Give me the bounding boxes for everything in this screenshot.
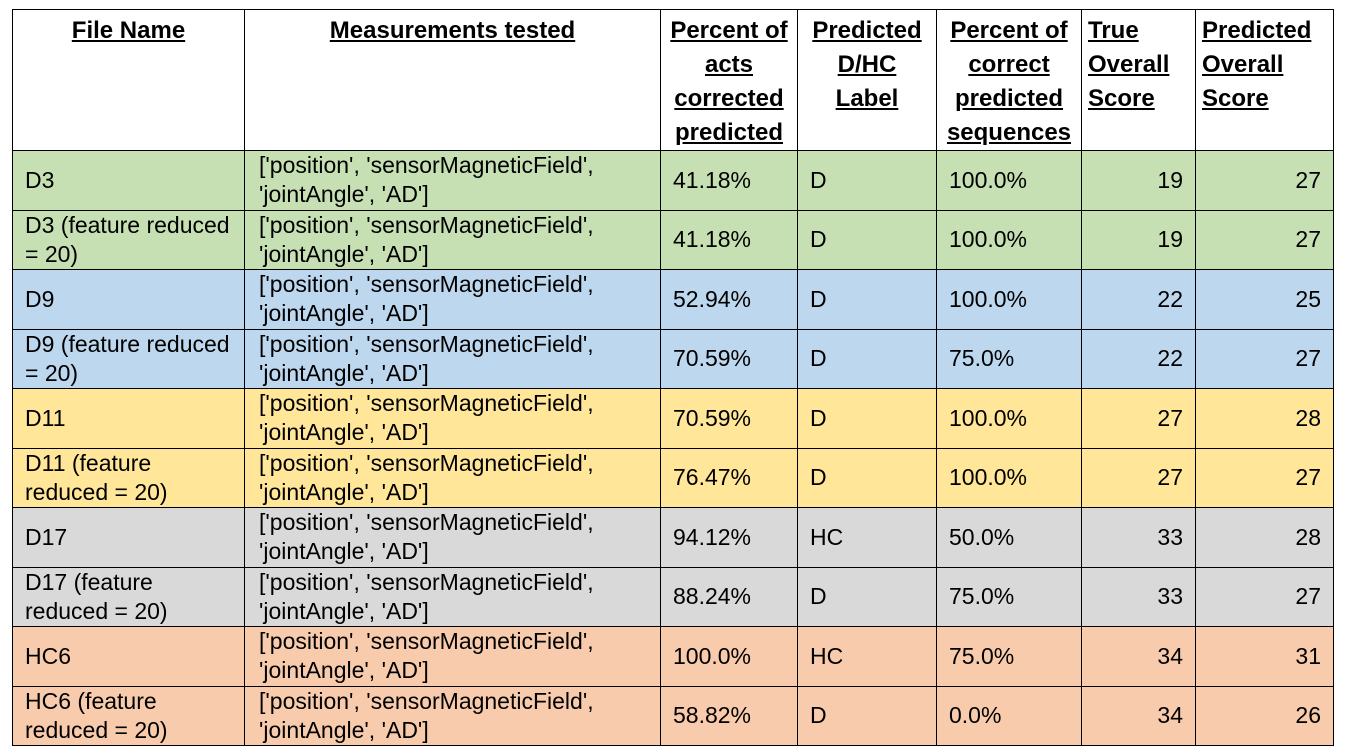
cell-file-name: D17 xyxy=(12,507,245,568)
cell-true-score: 22 xyxy=(1081,269,1196,330)
cell-predicted-score: 26 xyxy=(1195,685,1334,746)
cell-predicted-score: 27 xyxy=(1195,328,1334,389)
cell-true-score: 34 xyxy=(1081,626,1196,687)
cell-predicted-score: 27 xyxy=(1195,447,1334,508)
cell-measurements: ['position', 'sensorMagneticField', 'joi… xyxy=(244,566,661,627)
cell-file-name: D3 (feature reduced = 20) xyxy=(12,209,245,270)
cell-measurements: ['position', 'sensorMagneticField', 'joi… xyxy=(244,269,661,330)
cell-measurements: ['position', 'sensorMagneticField', 'joi… xyxy=(244,328,661,389)
cell-percent-sequences: 100.0% xyxy=(936,269,1082,330)
cell-predicted-label: D xyxy=(797,328,937,389)
table-row: D11 (feature reduced = 20) ['position', '… xyxy=(12,447,1334,508)
cell-predicted-score: 25 xyxy=(1195,269,1334,330)
cell-predicted-label: D xyxy=(797,447,937,508)
cell-file-name: HC6 xyxy=(12,626,245,687)
cell-true-score: 27 xyxy=(1081,388,1196,449)
cell-predicted-score: 27 xyxy=(1195,566,1334,627)
header-measurements: Measurements tested xyxy=(244,9,661,151)
cell-predicted-score: 31 xyxy=(1195,626,1334,687)
cell-measurements: ['position', 'sensorMagneticField', 'joi… xyxy=(244,447,661,508)
cell-file-name: D17 (feature reduced = 20) xyxy=(12,566,245,627)
cell-percent-acts: 100.0% xyxy=(660,626,798,687)
table-body: D3 ['position', 'sensorMagneticField', 'j… xyxy=(12,150,1334,746)
cell-percent-sequences: 75.0% xyxy=(936,626,1082,687)
cell-predicted-label: D xyxy=(797,209,937,270)
cell-file-name: D11 (feature reduced = 20) xyxy=(12,447,245,508)
cell-percent-sequences: 50.0% xyxy=(936,507,1082,568)
table-row: HC6 ['position', 'sensorMagneticField', '… xyxy=(12,626,1334,687)
header-predicted-score: Predicted Overall Score xyxy=(1195,9,1334,151)
cell-measurements: ['position', 'sensorMagneticField', 'joi… xyxy=(244,507,661,568)
cell-percent-sequences: 100.0% xyxy=(936,447,1082,508)
table-row: D17 (feature reduced = 20) ['position', '… xyxy=(12,566,1334,627)
results-table: File Name Measurements tested Percent of… xyxy=(12,9,1334,746)
cell-predicted-label: D xyxy=(797,566,937,627)
cell-percent-acts: 70.59% xyxy=(660,328,798,389)
cell-true-score: 34 xyxy=(1081,685,1196,746)
cell-true-score: 22 xyxy=(1081,328,1196,389)
cell-file-name: D9 xyxy=(12,269,245,330)
cell-true-score: 19 xyxy=(1081,150,1196,211)
cell-percent-sequences: 75.0% xyxy=(936,566,1082,627)
header-percent-sequences: Percent of correct predicted sequences xyxy=(936,9,1082,151)
cell-percent-acts: 76.47% xyxy=(660,447,798,508)
cell-percent-sequences: 0.0% xyxy=(936,685,1082,746)
table-row: D3 (feature reduced = 20) ['position', 's… xyxy=(12,209,1334,270)
cell-measurements: ['position', 'sensorMagneticField', 'joi… xyxy=(244,150,661,211)
cell-measurements: ['position', 'sensorMagneticField', 'joi… xyxy=(244,209,661,270)
cell-predicted-label: HC xyxy=(797,626,937,687)
table-row: D17 ['position', 'sensorMagneticField', '… xyxy=(12,507,1334,568)
cell-file-name: D9 (feature reduced = 20) xyxy=(12,328,245,389)
cell-predicted-score: 27 xyxy=(1195,209,1334,270)
cell-predicted-label: D xyxy=(797,388,937,449)
cell-predicted-label: D xyxy=(797,269,937,330)
header-row: File Name Measurements tested Percent of… xyxy=(12,9,1334,151)
cell-percent-acts: 52.94% xyxy=(660,269,798,330)
cell-predicted-label: D xyxy=(797,150,937,211)
cell-true-score: 33 xyxy=(1081,566,1196,627)
cell-measurements: ['position', 'sensorMagneticField', 'joi… xyxy=(244,685,661,746)
header-true-score: True Overall Score xyxy=(1081,9,1196,151)
cell-measurements: ['position', 'sensorMagneticField', 'joi… xyxy=(244,388,661,449)
table-row: D9 (feature reduced = 20) ['position', 's… xyxy=(12,328,1334,389)
header-percent-acts: Percent of acts corrected predicted xyxy=(660,9,798,151)
cell-true-score: 19 xyxy=(1081,209,1196,270)
table-row: HC6 (feature reduced = 20) ['position', '… xyxy=(12,685,1334,746)
header-predicted-label: Predicted D/HC Label xyxy=(797,9,937,151)
table-row: D9 ['position', 'sensorMagneticField', 'j… xyxy=(12,269,1334,330)
cell-percent-sequences: 75.0% xyxy=(936,328,1082,389)
cell-file-name: D3 xyxy=(12,150,245,211)
cell-predicted-score: 28 xyxy=(1195,388,1334,449)
cell-percent-sequences: 100.0% xyxy=(936,209,1082,270)
cell-percent-acts: 58.82% xyxy=(660,685,798,746)
cell-true-score: 33 xyxy=(1081,507,1196,568)
cell-true-score: 27 xyxy=(1081,447,1196,508)
cell-percent-sequences: 100.0% xyxy=(936,150,1082,211)
table-row: D11 ['position', 'sensorMagneticField', '… xyxy=(12,388,1334,449)
cell-measurements: ['position', 'sensorMagneticField', 'joi… xyxy=(244,626,661,687)
cell-percent-acts: 41.18% xyxy=(660,209,798,270)
cell-percent-acts: 70.59% xyxy=(660,388,798,449)
cell-predicted-score: 28 xyxy=(1195,507,1334,568)
cell-file-name: HC6 (feature reduced = 20) xyxy=(12,685,245,746)
cell-percent-acts: 41.18% xyxy=(660,150,798,211)
cell-predicted-score: 27 xyxy=(1195,150,1334,211)
header-file-name: File Name xyxy=(12,9,245,151)
cell-percent-sequences: 100.0% xyxy=(936,388,1082,449)
cell-file-name: D11 xyxy=(12,388,245,449)
cell-predicted-label: HC xyxy=(797,507,937,568)
table-row: D3 ['position', 'sensorMagneticField', 'j… xyxy=(12,150,1334,211)
cell-percent-acts: 88.24% xyxy=(660,566,798,627)
cell-percent-acts: 94.12% xyxy=(660,507,798,568)
cell-predicted-label: D xyxy=(797,685,937,746)
